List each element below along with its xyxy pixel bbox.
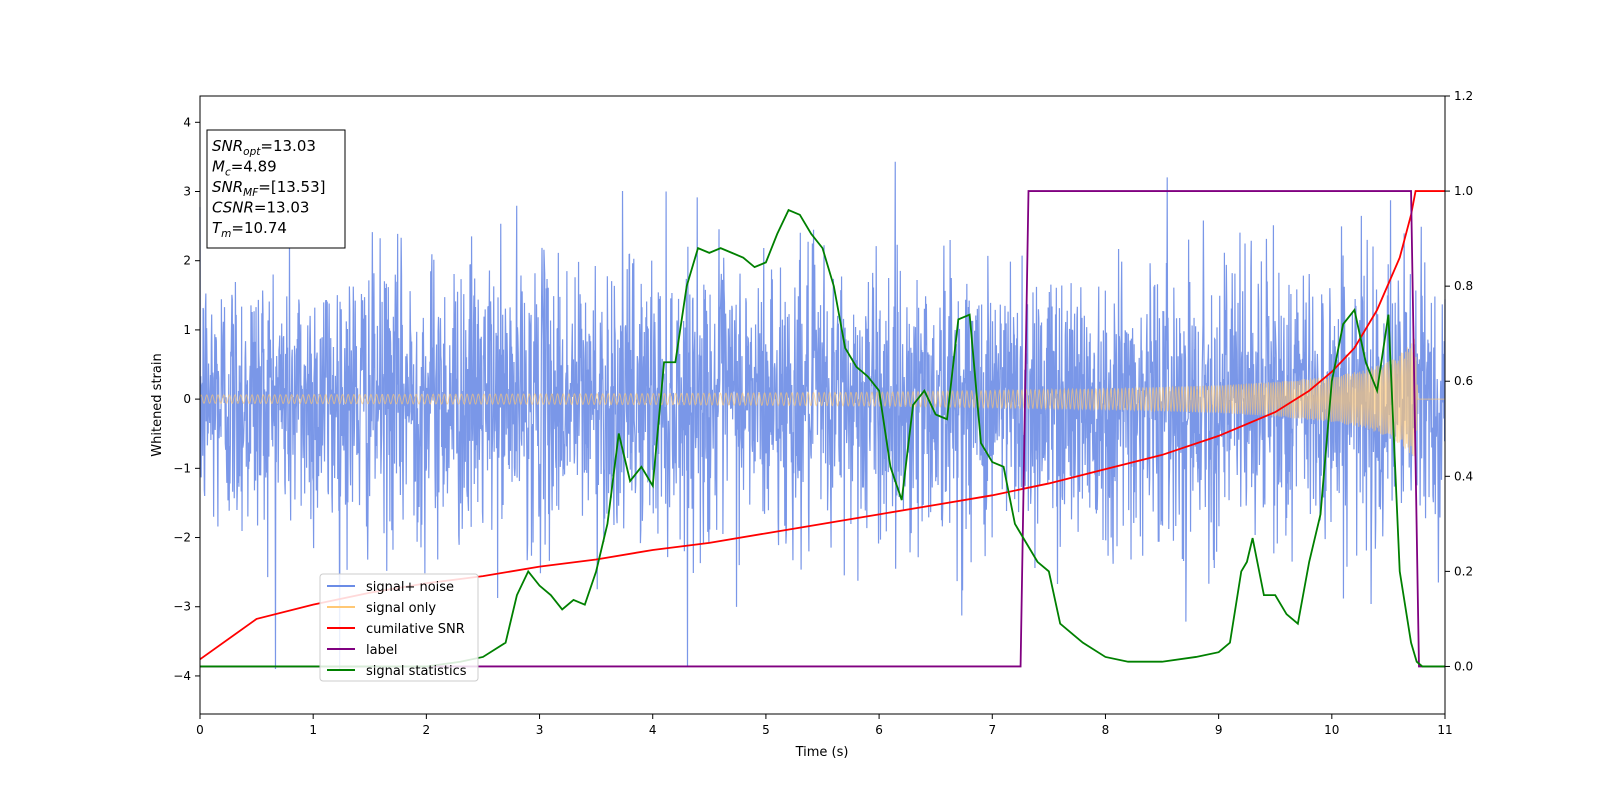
y-right-tick-label: 0.8: [1454, 279, 1473, 293]
axes-frame: [199, 95, 1446, 715]
x-tick-label: 10: [1324, 723, 1339, 737]
y-right-tick-label: 0.2: [1454, 564, 1473, 578]
y-right-tick-label: 1.2: [1454, 89, 1473, 103]
y-left-tick-label: −1: [173, 461, 191, 475]
info-box: SNRopt=13.03Mc=4.89SNRMF=[13.53]CSNR=13.…: [206, 129, 346, 249]
x-tick-label: 3: [536, 723, 544, 737]
y-left-tick-label: 2: [183, 254, 191, 268]
x-tick-label: 4: [649, 723, 657, 737]
legend-entry-label: signal only: [366, 601, 436, 616]
series-signal-only-line: [199, 338, 1445, 457]
legend-entry-label: signal+ noise: [366, 580, 454, 595]
legend-entry-label: signal statistics: [366, 664, 467, 679]
info-line: Mc=4.89: [212, 158, 277, 179]
x-tick-label: 2: [423, 723, 431, 737]
y-left-tick-label: −2: [173, 531, 191, 545]
legend: signal+ noise signal only cumilative SNR la…: [319, 573, 479, 682]
y-right-tick-label: 0.0: [1454, 659, 1473, 673]
legend-frame: [319, 573, 479, 682]
info-line: Tm=10.74: [212, 219, 287, 240]
x-tick-label: 11: [1437, 723, 1452, 737]
x-tick-label: 5: [762, 723, 770, 737]
info-line: SNRMF=[13.53]: [212, 178, 326, 199]
y-left-tick-label: −4: [173, 669, 191, 683]
x-tick-label: 8: [1102, 723, 1110, 737]
x-tick-label: 9: [1215, 723, 1223, 737]
info-box-frame: [206, 129, 346, 249]
info-line: CSNR=13.03: [212, 199, 309, 217]
info-line: SNRopt=13.03: [212, 137, 316, 158]
x-axis-label: Time (s): [795, 745, 849, 760]
x-tick-label: 6: [875, 723, 883, 737]
y-left-tick-label: 1: [183, 323, 191, 337]
y-left-tick-label: 3: [183, 185, 191, 199]
y-axis-label: Whitened strain: [150, 353, 165, 456]
y-right-tick-label: 0.4: [1454, 469, 1473, 483]
legend-entry-label: cumilative SNR: [366, 622, 465, 637]
y-right-tick-label: 0.6: [1454, 374, 1473, 388]
series-signal-statistics-line: [200, 208, 1445, 668]
x-tick-label: 0: [196, 723, 204, 737]
x-tick-label: 1: [309, 723, 317, 737]
y-right-tick-label: 1.0: [1454, 184, 1473, 198]
y-axis-right: 0.0 0.2 0.4 0.6 0.8 1.0 1.2: [1445, 89, 1473, 673]
y-left-tick-label: 4: [183, 115, 191, 129]
y-left-tick-label: 0: [183, 392, 191, 406]
series-signal-noise-line: [199, 161, 1446, 670]
x-axis: 0 1 2 3 4 5 6 7 8 9 10 11: [196, 714, 1453, 737]
legend-entry-label: label: [366, 643, 397, 658]
y-axis-left: −4 −3 −2 −1 0 1 2 3 4: [173, 115, 200, 683]
y-left-tick-label: −3: [173, 600, 191, 614]
x-tick-label: 7: [988, 723, 996, 737]
